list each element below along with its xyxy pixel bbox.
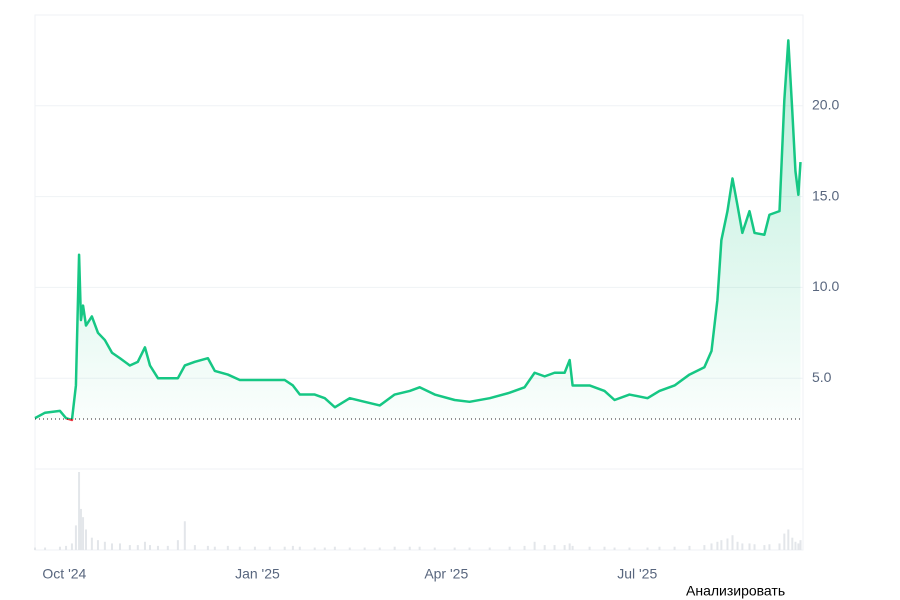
- volume-bar: [533, 541, 536, 550]
- volume-bar: [603, 546, 606, 550]
- volume-bar: [253, 546, 256, 550]
- volume-bar: [720, 540, 723, 550]
- volume-bar: [763, 545, 766, 550]
- volume-bar: [418, 546, 421, 550]
- volume-bar: [238, 546, 241, 550]
- x-tick-label: Oct '24: [42, 566, 86, 582]
- y-tick-label: 5.0: [812, 369, 832, 385]
- volume-bar: [268, 546, 271, 550]
- y-tick-label: 15.0: [812, 187, 839, 203]
- x-tick-label: Apr '25: [424, 566, 468, 582]
- volume-bar: [563, 545, 566, 550]
- volume-bar: [613, 547, 616, 550]
- volume-bar: [84, 529, 87, 550]
- volume-bar: [731, 535, 734, 550]
- volume-bar: [136, 545, 139, 550]
- volume-bar: [726, 538, 729, 550]
- volume-bar: [323, 547, 326, 550]
- volume-bar: [58, 546, 61, 550]
- volume-bar: [553, 545, 556, 550]
- volume-bar: [768, 544, 771, 550]
- volume-bar: [118, 543, 121, 550]
- volume-bar: [283, 546, 286, 550]
- volume-bar: [433, 547, 436, 550]
- volume-bar: [193, 545, 196, 550]
- volume-bar: [34, 547, 36, 550]
- volume-bar: [748, 543, 751, 550]
- volume-bar: [378, 547, 381, 550]
- volume-bar: [791, 537, 794, 550]
- volume-bar: [213, 546, 216, 550]
- volume-bar: [363, 547, 366, 550]
- volume-bar: [111, 543, 114, 550]
- volume-bar: [226, 545, 229, 550]
- x-tick-label: Jul '25: [617, 566, 657, 582]
- volume-bar: [78, 472, 81, 550]
- volume-bar: [523, 545, 526, 550]
- volume-bar: [103, 541, 106, 550]
- volume-bar: [736, 541, 739, 550]
- y-tick-label: 20.0: [812, 97, 839, 113]
- volume-bar: [65, 545, 68, 550]
- volume-bar: [488, 547, 491, 550]
- volume-bar: [408, 546, 411, 550]
- volume-bar: [787, 529, 790, 550]
- volume-bar: [468, 547, 471, 550]
- volume-bar: [741, 543, 744, 550]
- price-area: [35, 40, 801, 420]
- volume-bar: [166, 545, 169, 550]
- volume-bar: [508, 546, 511, 550]
- analyze-button[interactable]: Анализировать: [686, 583, 785, 599]
- volume-bar: [688, 545, 691, 550]
- plot-layer: 5.0 10.0 15.0 20.0 Oct '24 Jan '25 Apr '25 Jul …: [34, 39, 839, 582]
- volume-bar: [298, 546, 301, 550]
- volume-bar: [156, 545, 159, 550]
- volume-bar: [206, 545, 209, 550]
- volume-bar: [291, 545, 294, 550]
- volume-bar: [70, 543, 73, 550]
- volume-bar: [710, 543, 713, 550]
- x-tick-label: Jan '25: [235, 566, 280, 582]
- volume-bar: [90, 537, 93, 550]
- volume-bar: [588, 546, 591, 550]
- volume-bar: [453, 547, 456, 550]
- volume-bar: [176, 540, 179, 550]
- volume-bar: [628, 547, 631, 550]
- y-tick-label: 10.0: [812, 278, 839, 294]
- volume-bar: [753, 544, 756, 550]
- volume-bar: [82, 517, 85, 550]
- plot-frame: [34, 14, 804, 551]
- volume-bar: [44, 547, 47, 550]
- volume-bar: [183, 521, 186, 550]
- volume-bar: [797, 543, 800, 550]
- volume-bar: [716, 541, 719, 550]
- volume-bar: [96, 540, 99, 550]
- volume-bar: [658, 546, 661, 550]
- volume-bar: [703, 545, 706, 550]
- volume-bar: [79, 508, 82, 550]
- volume-bar: [778, 543, 781, 550]
- volume-bar: [143, 541, 146, 550]
- volume-bar: [543, 545, 546, 550]
- volume-bar: [128, 545, 131, 550]
- volume-bar: [393, 546, 396, 550]
- volume-bar: [333, 546, 336, 550]
- volume-bar: [794, 541, 797, 550]
- volume-bar: [799, 540, 802, 550]
- volume-bar: [571, 545, 574, 550]
- volume-bar: [783, 533, 786, 550]
- price-line: [34, 39, 802, 420]
- volume-bar: [348, 547, 351, 550]
- volume-bar: [313, 547, 316, 550]
- volume-bar: [148, 545, 151, 550]
- volume-bar: [673, 546, 676, 550]
- volume-bar: [74, 525, 77, 550]
- volume-bar: [568, 543, 571, 550]
- volume-bar: [646, 547, 649, 550]
